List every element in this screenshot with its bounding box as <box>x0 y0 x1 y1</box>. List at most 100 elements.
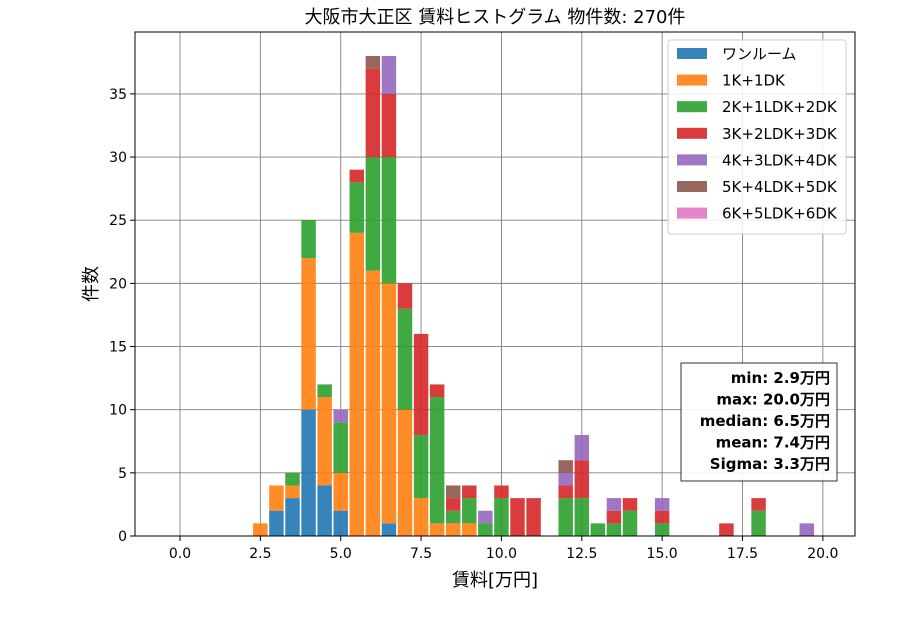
bar-3-8 <box>381 93 397 158</box>
bar-2-4 <box>317 384 332 398</box>
bar-3-9 <box>397 283 413 309</box>
bar-1-10 <box>413 498 429 536</box>
x-tick-label-3: 7.5 <box>410 546 432 562</box>
bar-3-13 <box>462 485 477 499</box>
chart-title: 大阪市大正区 賃料ヒストグラム 物件数: 270件 <box>304 7 685 28</box>
bar-2-5 <box>333 422 348 473</box>
stats-box: min: 2.9万円 max: 20.0万円 median: 6.5万円 mean: … <box>680 362 838 482</box>
bar-2-25 <box>751 510 766 536</box>
bar-2-10 <box>413 434 429 499</box>
bar-2-2 <box>285 472 300 486</box>
legend-label-0: ワンルーム <box>722 45 797 63</box>
stats-line-2: median: 6.5万円 <box>700 412 830 430</box>
y-tick-label-5: 25 <box>109 213 127 229</box>
bar-3-24 <box>719 523 734 536</box>
y-tick-label-4: 20 <box>109 276 127 292</box>
bar-4-5 <box>333 409 348 423</box>
bar-0-4 <box>317 485 332 536</box>
bar-1-13 <box>462 523 477 536</box>
bar-2-15 <box>494 498 509 536</box>
bar-1-2 <box>285 485 300 499</box>
bar-4-21 <box>606 498 622 511</box>
y-tick-label-2: 10 <box>109 403 127 419</box>
legend-label-6: 6K+5LDK+6DK <box>722 205 838 223</box>
bar-3-19 <box>574 460 590 499</box>
bar-1-12 <box>445 523 461 536</box>
bar-3-12 <box>445 498 461 511</box>
bar-2-8 <box>381 157 397 284</box>
legend-label-4: 4K+3LDK+4DK <box>722 151 838 169</box>
plot-frame <box>134 31 856 537</box>
bar-2-20 <box>590 523 606 536</box>
bar-1-9 <box>397 409 413 536</box>
bar-4-18 <box>558 472 573 486</box>
y-tick-label-7: 35 <box>109 87 127 103</box>
x-tick-label-0: 0.0 <box>169 546 191 562</box>
legend-swatch-3 <box>677 127 707 139</box>
y-tick-label-3: 15 <box>109 340 127 356</box>
stats-line-4: Sigma: 3.3万円 <box>710 455 830 473</box>
bar-0-3 <box>301 409 316 536</box>
stats-frame <box>680 362 838 482</box>
bar-3-23 <box>654 510 670 524</box>
stats-line-1: max: 20.0万円 <box>716 391 830 409</box>
bar-4-8 <box>381 56 397 94</box>
bar-3-10 <box>413 333 429 435</box>
axis-ticks: 0.0 2.5 5.0 7.5 10.0 12.5 15.0 17.5 20.0 0 5 10 15 20… <box>109 87 838 562</box>
bar-1-0 <box>253 523 268 536</box>
bar-0-5 <box>333 510 348 536</box>
bar-2-7 <box>365 157 381 271</box>
bar-3-18 <box>558 485 573 499</box>
bar-1-5 <box>333 472 348 511</box>
legend-label-3: 3K+2LDK+3DK <box>722 125 838 143</box>
bar-1-4 <box>317 397 332 486</box>
legend-label-2: 2K+1LDK+2DK <box>722 98 838 116</box>
bar-2-6 <box>349 182 365 233</box>
legend-swatch-1 <box>677 74 707 86</box>
bar-2-12 <box>445 510 461 524</box>
legend-swatch-6 <box>677 207 707 219</box>
x-tick-label-2: 5.0 <box>330 546 352 562</box>
legend-swatch-2 <box>677 101 707 113</box>
bar-5-18 <box>558 460 573 473</box>
bar-4-26 <box>799 523 815 536</box>
bar-1-1 <box>269 485 284 511</box>
bar-3-22 <box>622 498 638 511</box>
bar-4-14 <box>478 510 493 524</box>
bar-0-1 <box>269 510 284 536</box>
legend-label-5: 5K+4LDK+5DK <box>722 178 838 196</box>
bar-2-22 <box>622 510 638 536</box>
bar-2-23 <box>654 523 670 536</box>
bar-2-13 <box>462 498 477 524</box>
bar-3-16 <box>510 498 525 536</box>
bar-3-17 <box>526 498 541 536</box>
bar-0-2 <box>285 498 300 536</box>
legend-swatch-5 <box>677 181 707 192</box>
legend-label-1: 1K+1DK <box>722 72 786 90</box>
legend-swatch-0 <box>677 48 707 59</box>
bar-3-7 <box>365 68 381 158</box>
legend-box <box>667 39 847 235</box>
bar-2-18 <box>558 498 573 536</box>
y-axis-label: 件数 <box>81 266 102 302</box>
legend: ワンルーム 1K+1DK 2K+1LDK+2DK 3K+2LDK+3DK 4K+3LDK… <box>667 39 847 235</box>
bar-2-9 <box>397 308 413 410</box>
x-tick-label-5: 12.5 <box>566 546 597 562</box>
bar-1-8 <box>381 283 397 524</box>
bar-1-11 <box>429 523 445 536</box>
bar-1-6 <box>349 232 365 536</box>
bar-2-11 <box>429 397 445 524</box>
bars <box>253 56 815 536</box>
x-tick-label-1: 2.5 <box>249 546 271 562</box>
bar-4-23 <box>654 498 670 511</box>
bar-2-14 <box>478 523 493 536</box>
bar-3-6 <box>349 169 365 183</box>
bar-2-3 <box>301 220 316 259</box>
bar-1-7 <box>365 270 381 536</box>
bar-0-8 <box>381 523 397 536</box>
y-tick-label-6: 30 <box>109 150 127 166</box>
bar-5-7 <box>365 56 381 69</box>
bar-2-21 <box>606 523 622 536</box>
